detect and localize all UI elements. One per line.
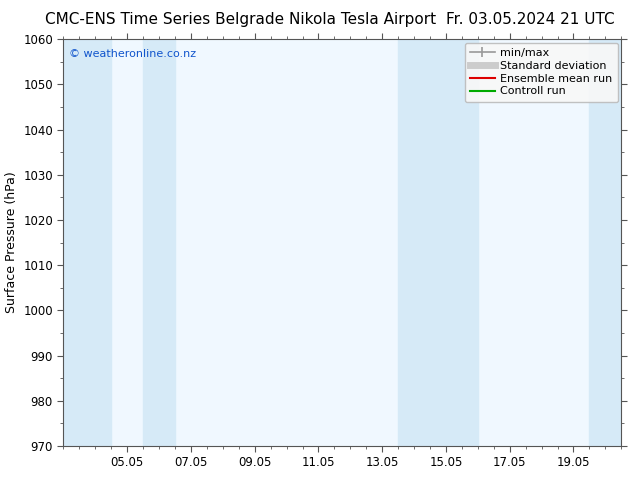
Bar	[590, 39, 621, 446]
Bar	[398, 39, 478, 446]
Bar	[143, 39, 175, 446]
Text: CMC-ENS Time Series Belgrade Nikola Tesla Airport: CMC-ENS Time Series Belgrade Nikola Tesl…	[46, 12, 436, 27]
Y-axis label: Surface Pressure (hPa): Surface Pressure (hPa)	[4, 172, 18, 314]
Text: Fr. 03.05.2024 21 UTC: Fr. 03.05.2024 21 UTC	[446, 12, 615, 27]
Bar	[63, 39, 111, 446]
Legend: min/max, Standard deviation, Ensemble mean run, Controll run: min/max, Standard deviation, Ensemble me…	[465, 43, 618, 102]
Text: © weatheronline.co.nz: © weatheronline.co.nz	[69, 49, 196, 59]
